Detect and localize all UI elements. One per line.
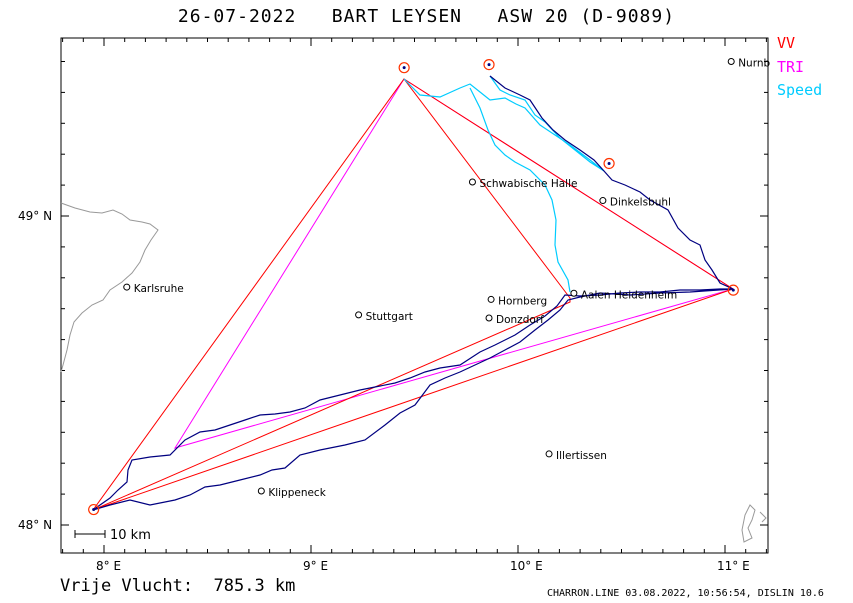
turnpoint-dot xyxy=(487,63,491,67)
lat-label: 49° N xyxy=(18,209,52,223)
rhine-border xyxy=(60,202,159,373)
town-label: Karlsruhe xyxy=(134,283,184,295)
free-distance: Vrije Vlucht: 785.3 km xyxy=(60,576,296,596)
turnpoint-marker xyxy=(603,157,615,170)
town-marker xyxy=(468,178,476,186)
town-label: Klippeneck xyxy=(268,487,326,499)
town-marker xyxy=(355,311,363,319)
turnpoint-dot xyxy=(92,508,96,512)
town-marker xyxy=(727,58,735,65)
town-label: Aalen Heidenheim xyxy=(581,289,677,301)
town-marker xyxy=(123,283,131,291)
town-label: Illertissen xyxy=(556,450,607,462)
town-marker xyxy=(487,295,495,303)
software-credit: CHARRON.LINE 03.08.2022, 10:56:54, DISLI… xyxy=(547,588,824,599)
town-label: Hornberg xyxy=(498,295,547,307)
legend-vv: VV xyxy=(777,34,796,52)
turnpoint-marker xyxy=(88,503,100,516)
scale-label: 10 km xyxy=(110,528,151,543)
speed-track xyxy=(403,75,605,293)
town-marker xyxy=(485,314,493,322)
town-label: Nurnb xyxy=(738,58,770,70)
town-marker xyxy=(545,450,553,458)
turnpoint-marker xyxy=(483,58,495,71)
town-label: Dinkelsbuhl xyxy=(610,197,671,209)
turnpoint-dot xyxy=(731,288,735,292)
turnpoint-dot xyxy=(402,66,406,70)
flight-track xyxy=(92,75,734,511)
town-marker xyxy=(257,487,265,495)
turnpoint-marker xyxy=(398,62,410,74)
legend-tri: TRI xyxy=(777,58,805,76)
lon-label: 9° E xyxy=(303,559,328,573)
town-label: Stuttgart xyxy=(366,311,413,323)
lat-label: 48° N xyxy=(18,518,52,532)
towns: Nurnb Schwabische Halle Dinkelsbuhl Karlsru… xyxy=(123,58,771,499)
axis-labels: 8° E 9° E 10° E 11° E 49° N 48° N xyxy=(18,209,750,573)
lon-label: 11° E xyxy=(717,559,750,573)
town-marker xyxy=(570,289,578,297)
lake-outline xyxy=(741,504,767,543)
turnpoint-marker xyxy=(727,284,739,296)
tri-course xyxy=(173,78,735,449)
town-label: Donzdorf xyxy=(496,314,544,326)
town-marker xyxy=(599,197,607,205)
turnpoint-dot xyxy=(607,161,611,165)
lon-label: 8° E xyxy=(96,559,121,573)
axis-ticks xyxy=(61,38,768,553)
scale-bar: 10 km xyxy=(74,528,151,543)
town-label: Schwabische Halle xyxy=(479,178,577,190)
map-title: 26-07-2022 BART LEYSEN ASW 20 (D-9089) xyxy=(177,6,676,27)
lon-label: 10° E xyxy=(510,559,543,573)
turnpoints xyxy=(88,58,739,516)
legend-speed: Speed xyxy=(777,81,823,99)
